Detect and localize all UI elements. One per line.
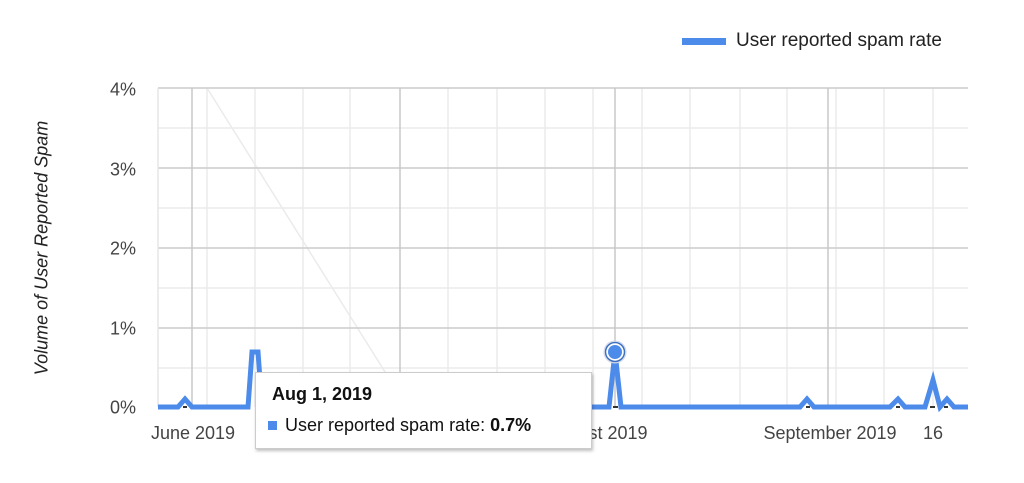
y-tick-2: 2% <box>109 238 136 259</box>
y-tick-0: 0% <box>109 397 136 418</box>
tooltip-value: 0.7% <box>490 415 532 435</box>
y-tick-4: 4% <box>109 79 136 100</box>
tooltip-row: User reported spam rate: 0.7% <box>268 415 531 436</box>
y-tick-1: 1% <box>109 318 136 339</box>
minor-horizontal-gridlines <box>158 127 968 369</box>
legend-swatch-icon <box>682 37 726 45</box>
x-tick-september: September 2019 <box>763 423 897 443</box>
tooltip-date: Aug 1, 2019 <box>272 384 373 404</box>
highlighted-point[interactable] <box>603 340 627 364</box>
tooltip-swatch-icon <box>268 421 277 430</box>
y-tick-3: 3% <box>109 159 136 180</box>
chart-legend[interactable]: User reported spam rate <box>682 30 942 52</box>
x-tick-16: 16 <box>922 423 944 443</box>
major-horizontal-gridlines <box>158 87 968 329</box>
data-tooltip: Aug 1, 2019 User reported spam rate: 0.7… <box>255 372 592 449</box>
tooltip-series-label: User reported spam rate: <box>285 415 486 435</box>
spam-rate-line[interactable] <box>158 349 968 413</box>
point-markers <box>183 406 948 408</box>
x-tick-june: June 2019 <box>150 423 236 443</box>
legend-label: User reported spam rate <box>736 30 942 51</box>
